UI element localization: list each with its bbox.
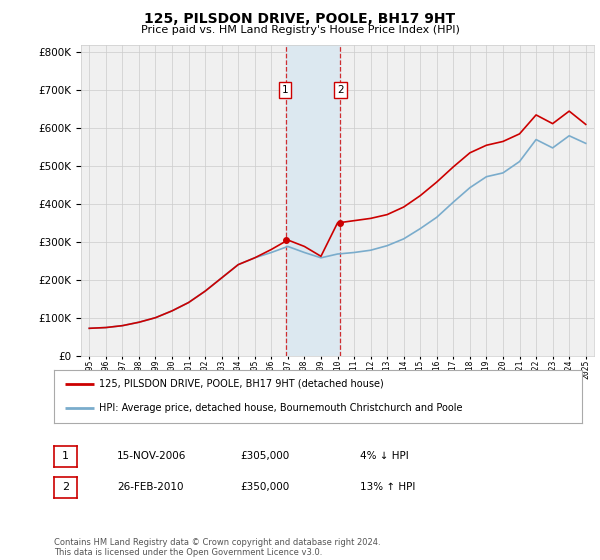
Text: 125, PILSDON DRIVE, POOLE, BH17 9HT: 125, PILSDON DRIVE, POOLE, BH17 9HT: [145, 12, 455, 26]
Text: 2: 2: [337, 85, 344, 95]
Text: 4% ↓ HPI: 4% ↓ HPI: [360, 451, 409, 461]
Text: 2: 2: [62, 482, 69, 492]
Text: Price paid vs. HM Land Registry's House Price Index (HPI): Price paid vs. HM Land Registry's House …: [140, 25, 460, 35]
Text: £350,000: £350,000: [240, 482, 289, 492]
Text: HPI: Average price, detached house, Bournemouth Christchurch and Poole: HPI: Average price, detached house, Bour…: [99, 403, 463, 413]
Bar: [286, 45, 340, 356]
Text: 125, PILSDON DRIVE, POOLE, BH17 9HT (detached house): 125, PILSDON DRIVE, POOLE, BH17 9HT (det…: [99, 379, 383, 389]
Text: 1: 1: [282, 85, 289, 95]
Text: 1: 1: [62, 451, 69, 461]
Text: 26-FEB-2010: 26-FEB-2010: [117, 482, 184, 492]
Text: 13% ↑ HPI: 13% ↑ HPI: [360, 482, 415, 492]
Text: £305,000: £305,000: [240, 451, 289, 461]
Text: 15-NOV-2006: 15-NOV-2006: [117, 451, 187, 461]
Text: Contains HM Land Registry data © Crown copyright and database right 2024.
This d: Contains HM Land Registry data © Crown c…: [54, 538, 380, 557]
